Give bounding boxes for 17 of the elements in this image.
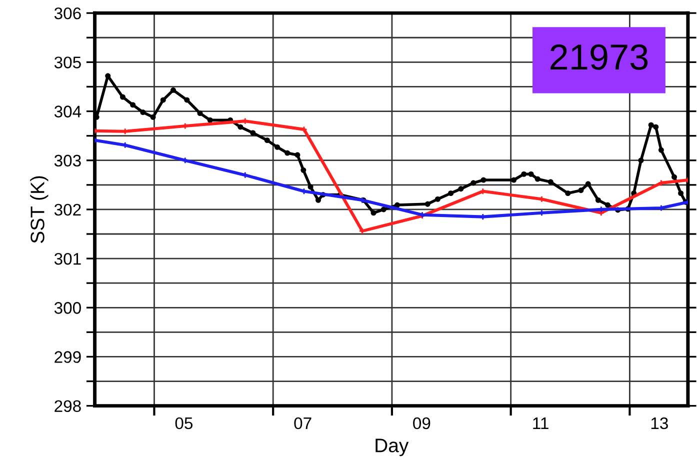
y-tick-label: 306 xyxy=(54,7,81,20)
x-axis-title: Day xyxy=(376,438,409,456)
x-tick-label: 11 xyxy=(533,418,548,430)
y-tick-label: 304 xyxy=(54,106,82,118)
y-tick-label: 305 xyxy=(54,56,81,68)
x-tick-label: 13 xyxy=(651,417,668,430)
annotation: 21973 xyxy=(550,44,648,70)
y-tick-label: 298 xyxy=(54,400,81,412)
y-tick-label: 303 xyxy=(54,154,81,167)
y-tick-label: 300 xyxy=(54,302,81,314)
x-tick-label: 09 xyxy=(413,417,430,430)
y-axis-title: SST (K) xyxy=(30,176,48,243)
y-tick-label: 301 xyxy=(54,252,81,265)
y-tick-label: 302 xyxy=(54,204,81,216)
y-tick-label: 299 xyxy=(54,351,81,363)
x-tick-label: 05 xyxy=(175,417,193,430)
x-tick-label: 07 xyxy=(294,417,312,430)
